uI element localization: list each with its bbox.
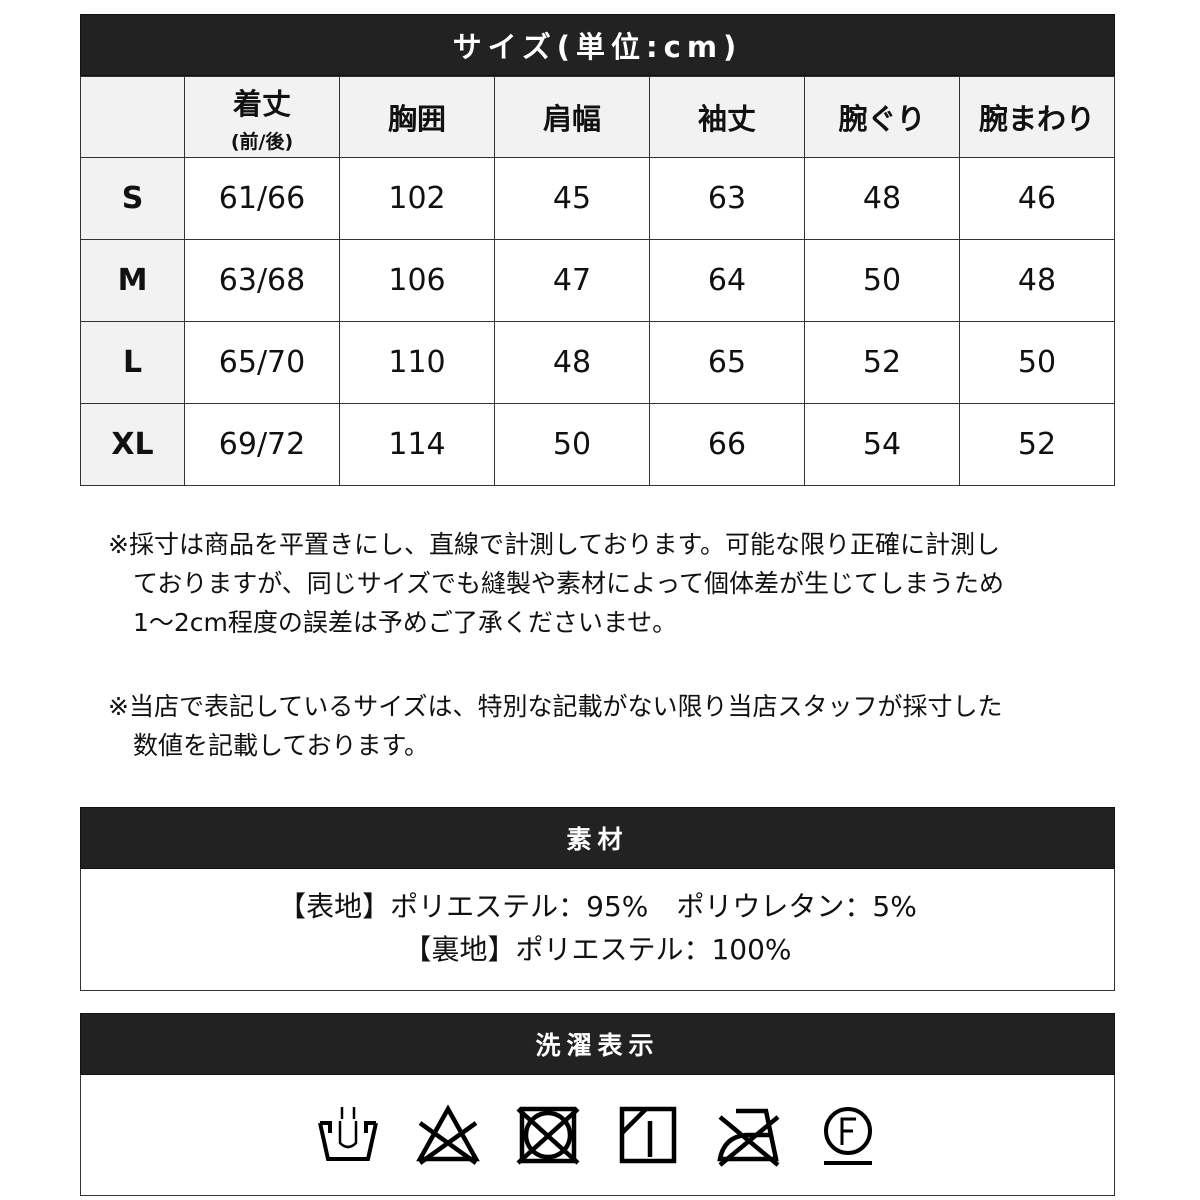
header-shoulder: 肩幅 [494, 76, 650, 158]
no-tumble-dry-icon [515, 1106, 580, 1165]
table-cell: 50 [804, 239, 960, 322]
care-title: 洗濯表示 [80, 1013, 1115, 1075]
table-cell: 52 [804, 321, 960, 404]
table-cell: 48 [959, 239, 1115, 322]
header-length-sub: (前/後) [230, 130, 294, 153]
dry-clean-f-icon [823, 1107, 872, 1165]
header-length-label: 着丈 [232, 86, 291, 121]
table-cell: 48 [494, 321, 650, 404]
header-length: 着丈 (前/後) [184, 76, 340, 158]
table-row: L 65/70 110 48 65 52 50 [80, 321, 1115, 404]
material-outer: 【表地】ポリエステル：95% ポリウレタン：5% [278, 890, 917, 923]
table-cell: 63/68 [184, 239, 340, 322]
header-armhole: 腕ぐり [804, 76, 960, 158]
table-cell: 110 [339, 321, 495, 404]
table-cell: 45 [494, 157, 650, 240]
note-measurement: ※採寸は商品を平置きにし、直線で計測しております。可能な限り正確に計測し ており… [108, 525, 1004, 642]
note-staff: ※当店で表記しているサイズは、特別な記載がない限り当店スタッフが採寸した 数値を… [108, 687, 1002, 765]
table-row: M 63/68 106 47 64 50 48 [80, 239, 1115, 322]
table-cell: 61/66 [184, 157, 340, 240]
table-cell: 50 [959, 321, 1115, 404]
size-label: L [80, 321, 185, 404]
size-table: 着丈 (前/後) 胸囲 肩幅 袖丈 腕ぐり 腕まわり S 61/66 102 45 63 4… [80, 76, 1115, 486]
table-cell: 65 [649, 321, 805, 404]
header-chest: 胸囲 [339, 76, 495, 158]
note-line: ※当店で表記しているサイズは、特別な記載がない限り当店スタッフが採寸した [108, 692, 1003, 721]
size-label: S [80, 157, 185, 240]
table-cell: 50 [494, 403, 650, 486]
material-lining: 【裏地】ポリエステル：100% [403, 933, 792, 966]
table-cell: 48 [804, 157, 960, 240]
material-title: 素材 [80, 807, 1115, 869]
table-cell: 63 [649, 157, 805, 240]
note-line: ※採寸は商品を平置きにし、直線で計測しております。可能な限り正確に計測し [108, 530, 1000, 559]
line-dry-shade-icon [619, 1106, 676, 1164]
note-line: ておりますが、同じサイズでも縫製や素材によって個体差が生じてしまうため [108, 569, 1005, 598]
table-cell: 66 [649, 403, 805, 486]
table-cell: 64 [649, 239, 805, 322]
table-cell: 47 [494, 239, 650, 322]
table-row: XL 69/72 114 50 66 54 52 [80, 403, 1115, 486]
size-label: XL [80, 403, 185, 486]
table-cell: 54 [804, 403, 960, 486]
material-box: 【表地】ポリエステル：95% ポリウレタン：5% 【裏地】ポリエステル：100% [80, 869, 1115, 991]
table-row: S 61/66 102 45 63 48 46 [80, 157, 1115, 240]
header-size [80, 76, 185, 158]
table-cell: 114 [339, 403, 495, 486]
size-label: M [80, 239, 185, 322]
table-cell: 69/72 [184, 403, 340, 486]
no-bleach-icon [415, 1104, 480, 1165]
table-cell: 102 [339, 157, 495, 240]
header-sleeve: 袖丈 [649, 76, 805, 158]
table-cell: 46 [959, 157, 1115, 240]
no-iron-icon [716, 1108, 779, 1167]
table-cell: 106 [339, 239, 495, 322]
table-cell: 52 [959, 403, 1115, 486]
size-table-title: サイズ(単位:cm) [80, 14, 1115, 76]
care-icons [81, 1075, 1114, 1167]
note-line: 1～2cm程度の誤差は予めご了承くださいませ。 [108, 608, 678, 637]
hand-wash-icon [317, 1107, 378, 1161]
care-box [80, 1075, 1115, 1196]
note-line: 数値を記載しております。 [108, 731, 430, 760]
table-header-row: 着丈 (前/後) 胸囲 肩幅 袖丈 腕ぐり 腕まわり [80, 76, 1115, 158]
header-arm-circ: 腕まわり [959, 76, 1115, 158]
table-cell: 65/70 [184, 321, 340, 404]
